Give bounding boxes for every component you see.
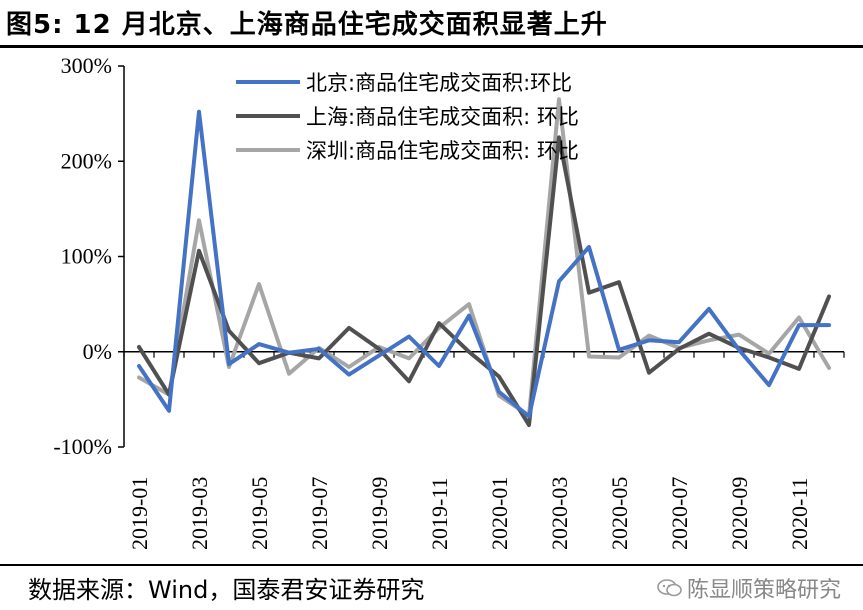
- line-chart: 300% 200% 100% 0% -100% 2019-01 2019-03 2019-05…: [53, 53, 845, 550]
- watermark-text: 陈显顺策略研究: [686, 578, 841, 603]
- x-tick-label: 2019-01: [127, 477, 152, 550]
- source-note: 数据来源：Wind，国泰君安证券研究: [28, 576, 425, 604]
- y-tick-label: 200%: [61, 148, 112, 173]
- x-tick-label: 2020-07: [667, 477, 692, 550]
- figure-title: 图5: 12 月北京、上海商品住宅成交面积显著上升: [6, 10, 608, 40]
- wechat-icon: [657, 579, 682, 597]
- series-line-0: [137, 109, 831, 419]
- chart-series: [137, 97, 831, 428]
- title-divider: [0, 45, 863, 48]
- y-tick-label: 300%: [61, 53, 112, 78]
- x-tick-label: 2020-09: [727, 477, 752, 550]
- x-tick-label: 2020-01: [487, 477, 512, 550]
- x-tick-label: 2020-05: [607, 477, 632, 550]
- x-tick-label: 2019-05: [247, 477, 272, 550]
- y-tick-label: 100%: [61, 244, 112, 269]
- series-line-1: [137, 135, 831, 428]
- x-tick-label: 2019-07: [307, 477, 332, 550]
- legend-label-2: 深圳:商品住宅成交面积: 环比: [306, 139, 579, 163]
- footer-divider: [0, 564, 863, 566]
- y-tick-label: 0%: [83, 339, 112, 364]
- x-tick-label: 2019-09: [367, 477, 392, 550]
- legend-label-1: 上海:商品住宅成交面积: 环比: [306, 105, 579, 129]
- y-tick-label: -100%: [53, 434, 112, 459]
- x-tick-label: 2019-03: [187, 477, 212, 550]
- x-tick-label: 2019-11: [427, 477, 452, 550]
- x-tick-label: 2020-11: [787, 477, 812, 550]
- watermark: 陈显顺策略研究: [657, 572, 841, 604]
- x-tick-label: 2020-03: [547, 477, 572, 550]
- legend-label-0: 北京:商品住宅成交面积:环比: [306, 71, 572, 95]
